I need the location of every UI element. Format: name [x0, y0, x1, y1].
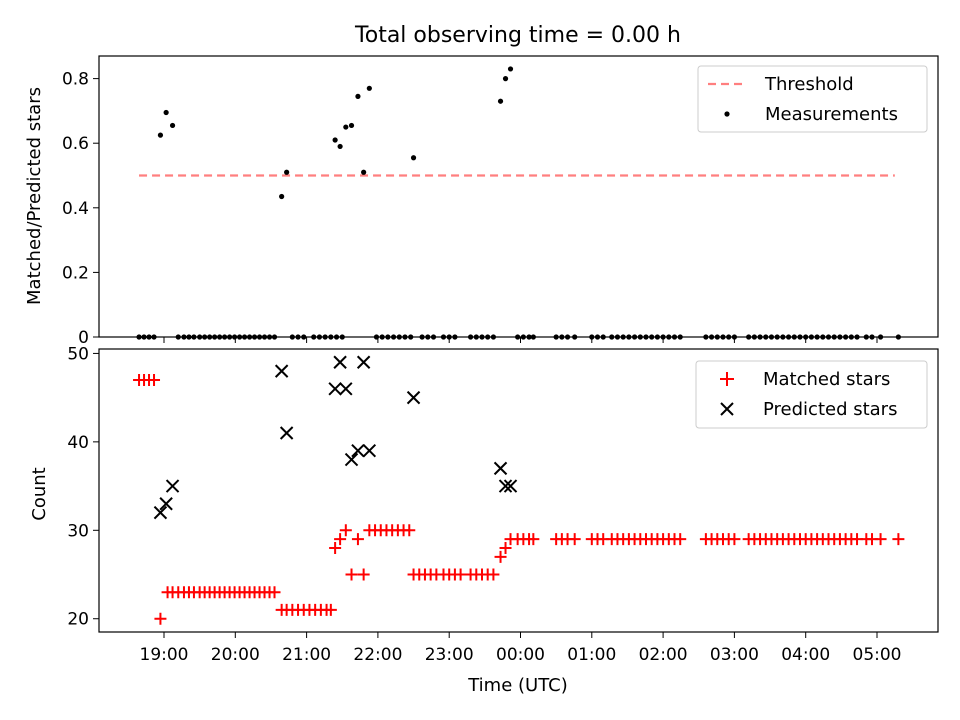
measurement-point: [361, 169, 367, 175]
measurement-point: [284, 169, 290, 175]
matched-point: [334, 533, 347, 546]
matched-point: [324, 603, 337, 616]
y-tick-label: 0.8: [62, 70, 89, 90]
matched-point: [494, 550, 507, 563]
y-tick-label: 20: [67, 610, 89, 630]
predicted-point: [159, 497, 173, 511]
predicted-point: [339, 382, 353, 396]
top-axes-frame: [98, 55, 939, 338]
x-tick-label: 20:00: [211, 645, 260, 665]
measurement-point: [343, 124, 349, 130]
legend-measurements-label: Measurements: [765, 104, 898, 125]
legend-threshold-label: Threshold: [764, 74, 854, 95]
measurement-point: [497, 98, 504, 104]
top-legend-box: [697, 65, 928, 133]
y-tick-label: 0.6: [62, 134, 89, 154]
legend-matched-label: Matched stars: [763, 369, 890, 390]
x-tick-label: 00:00: [496, 645, 545, 665]
bottom-legend: Matched stars Predicted stars: [695, 360, 928, 429]
legend-predicted-label: Predicted stars: [763, 399, 897, 420]
x-axis-label: Time (UTC): [467, 675, 568, 696]
y-tick-label: 50: [67, 344, 89, 364]
x-tick-label: 22:00: [353, 645, 402, 665]
predicted-point: [362, 443, 377, 458]
predicted-point: [344, 452, 359, 467]
y-tick-label: 40: [67, 433, 89, 453]
measurement-point: [279, 193, 285, 200]
measurement-point: [163, 109, 169, 116]
x-tick-label: 01:00: [567, 645, 616, 665]
matched-point: [568, 533, 581, 546]
legend-matched-swatch: [720, 372, 734, 386]
measurement-point: [169, 122, 176, 129]
matched-point: [339, 524, 352, 537]
matched-point: [874, 533, 887, 546]
y-tick-label: 0.2: [62, 263, 89, 283]
predicted-point: [503, 479, 518, 493]
x-tick-label: 05:00: [853, 645, 902, 665]
matched-point: [345, 568, 358, 581]
predicted-point: [351, 443, 365, 458]
matched-point: [403, 524, 416, 537]
legend-measurements-swatch: [724, 111, 730, 117]
matched-point: [728, 533, 741, 546]
predicted-point: [493, 461, 508, 476]
predicted-point: [153, 505, 168, 520]
measurement-point: [348, 122, 355, 129]
predicted-point: [274, 364, 289, 378]
measurement-point: [410, 155, 417, 161]
y-tick-label: 0: [78, 328, 89, 348]
matched-point: [527, 533, 540, 546]
x-tick-label: 02:00: [639, 645, 688, 665]
measurement-point: [337, 143, 343, 150]
measurement-point: [366, 85, 372, 91]
y-tick-label: 30: [67, 521, 89, 541]
matched-point: [268, 586, 281, 599]
predicted-point: [333, 355, 347, 369]
measurement-point: [502, 76, 509, 82]
bottom-ylabel: Count: [29, 467, 50, 520]
matched-point: [351, 533, 364, 546]
matched-point: [674, 533, 687, 546]
x-tick-label: 19:00: [140, 645, 189, 665]
matched-point: [357, 568, 370, 581]
x-tick-label: 04:00: [781, 645, 830, 665]
y-tick-label: 0.4: [62, 199, 89, 219]
matched-point: [487, 568, 500, 581]
figure-title: Total observing time = 0.00 h: [354, 23, 681, 48]
matched-point: [892, 533, 905, 546]
predicted-point: [279, 426, 294, 440]
predicted-point: [498, 479, 513, 493]
bottom-axes-frame: [98, 348, 939, 633]
matched-point: [148, 373, 161, 386]
top-ylabel: Matched/Predicted stars: [24, 87, 45, 305]
x-tick-label: 23:00: [425, 645, 474, 665]
legend-predicted-swatch: [720, 402, 734, 416]
measurement-point: [355, 93, 361, 99]
x-tick-label: 03:00: [710, 645, 759, 665]
matched-point: [499, 541, 512, 554]
matched-point: [329, 541, 342, 554]
predicted-point: [406, 390, 421, 405]
top-legend: Threshold Measurements: [697, 65, 928, 133]
matched-point: [154, 612, 167, 625]
measurement-point: [507, 66, 514, 72]
predicted-point: [165, 479, 180, 493]
predicted-point: [356, 355, 371, 369]
measurement-point: [157, 132, 164, 138]
measurement-point: [332, 137, 338, 143]
x-tick-label: 21:00: [282, 645, 331, 665]
bottom-legend-box: [695, 360, 928, 429]
predicted-point: [328, 382, 342, 396]
